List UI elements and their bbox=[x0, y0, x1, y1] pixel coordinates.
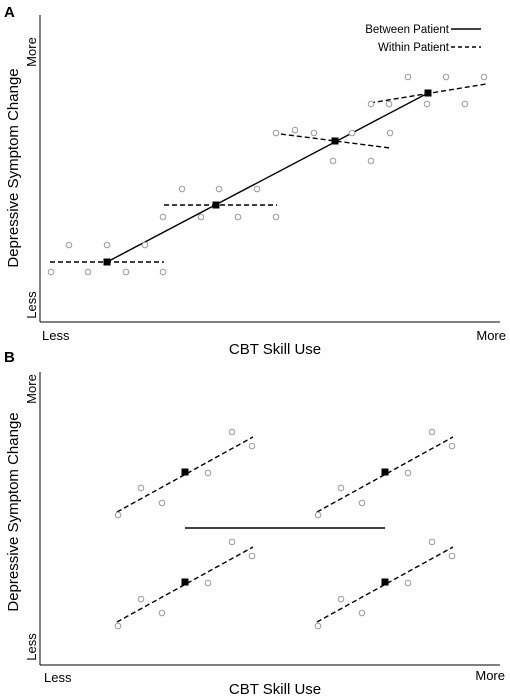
observation-marker bbox=[423, 100, 431, 108]
patient-mean-marker bbox=[424, 89, 432, 97]
observation-marker bbox=[234, 213, 242, 221]
observation-marker bbox=[158, 609, 166, 617]
observation-marker bbox=[141, 241, 149, 249]
observation-marker bbox=[337, 595, 345, 603]
observation-marker bbox=[448, 552, 456, 560]
panel-b-label: B bbox=[4, 349, 15, 366]
observation-marker bbox=[228, 538, 236, 546]
observation-marker bbox=[480, 73, 488, 81]
panel-a-y-low: Less bbox=[24, 291, 39, 319]
observation-marker bbox=[159, 268, 167, 276]
observation-marker bbox=[404, 579, 412, 587]
panel-a-label: A bbox=[4, 4, 15, 21]
within-patient-line bbox=[316, 546, 454, 623]
observation-marker bbox=[386, 129, 394, 137]
observation-marker bbox=[358, 499, 366, 507]
within-patient-line bbox=[116, 436, 254, 513]
observation-marker bbox=[197, 213, 205, 221]
observation-marker bbox=[461, 100, 469, 108]
observation-marker bbox=[337, 484, 345, 492]
observation-marker bbox=[272, 213, 280, 221]
observation-marker bbox=[329, 157, 337, 165]
observation-marker bbox=[367, 157, 375, 165]
panel-b-x-low: Less bbox=[44, 670, 72, 685]
observation-marker bbox=[314, 511, 322, 519]
legend-within-label: Within Patient bbox=[378, 42, 450, 54]
panel-a-x-low: Less bbox=[42, 328, 70, 343]
panel-a-plot bbox=[47, 73, 488, 276]
observation-marker bbox=[448, 442, 456, 450]
patient-mean-marker bbox=[331, 137, 339, 145]
observation-marker bbox=[114, 622, 122, 630]
panel-b-y-high: More bbox=[24, 374, 39, 404]
observation-marker bbox=[248, 442, 256, 450]
observation-marker bbox=[137, 595, 145, 603]
patient-mean-marker bbox=[103, 258, 111, 266]
between-patient-line bbox=[106, 92, 429, 263]
observation-marker bbox=[310, 129, 318, 137]
observation-marker bbox=[158, 499, 166, 507]
observation-marker bbox=[204, 579, 212, 587]
observation-marker bbox=[122, 268, 130, 276]
observation-marker bbox=[159, 213, 167, 221]
observation-marker bbox=[314, 622, 322, 630]
observation-marker bbox=[385, 100, 393, 108]
within-patient-line bbox=[316, 436, 454, 513]
patient-mean-marker bbox=[181, 468, 189, 476]
observation-marker bbox=[428, 428, 436, 436]
panel-a-x-high: More bbox=[476, 328, 506, 343]
panel-b-y-low: Less bbox=[24, 633, 39, 661]
observation-marker bbox=[253, 185, 261, 193]
observation-marker bbox=[404, 73, 412, 81]
panel-a-y-title: Depressive Symptom Change bbox=[5, 68, 22, 267]
observation-marker bbox=[204, 469, 212, 477]
observation-marker bbox=[272, 129, 280, 137]
observation-marker bbox=[442, 73, 450, 81]
panel-b-x-high: More bbox=[475, 668, 505, 683]
patient-mean-marker bbox=[181, 578, 189, 586]
observation-marker bbox=[248, 552, 256, 560]
observation-marker bbox=[404, 469, 412, 477]
observation-marker bbox=[428, 538, 436, 546]
observation-marker bbox=[137, 484, 145, 492]
panel-b-x-title: CBT Skill Use bbox=[229, 681, 321, 698]
panel-b-plot bbox=[114, 428, 456, 630]
patient-mean-marker bbox=[381, 578, 389, 586]
observation-marker bbox=[358, 609, 366, 617]
patient-mean-marker bbox=[212, 201, 220, 209]
legend-between-label: Between Patient bbox=[365, 24, 450, 36]
observation-marker bbox=[291, 126, 299, 134]
observation-marker bbox=[84, 268, 92, 276]
panel-b-y-title: Depressive Symptom Change bbox=[5, 412, 22, 611]
observation-marker bbox=[114, 511, 122, 519]
panel-a-y-high: More bbox=[24, 37, 39, 67]
observation-marker bbox=[47, 268, 55, 276]
observation-marker bbox=[215, 185, 223, 193]
observation-marker bbox=[65, 241, 73, 249]
patient-mean-marker bbox=[381, 468, 389, 476]
observation-marker bbox=[367, 100, 375, 108]
observation-marker bbox=[348, 129, 356, 137]
observation-marker bbox=[228, 428, 236, 436]
panel-a-x-title: CBT Skill Use bbox=[229, 341, 321, 358]
observation-marker bbox=[178, 185, 186, 193]
observation-marker bbox=[103, 241, 111, 249]
within-patient-line bbox=[116, 546, 254, 623]
